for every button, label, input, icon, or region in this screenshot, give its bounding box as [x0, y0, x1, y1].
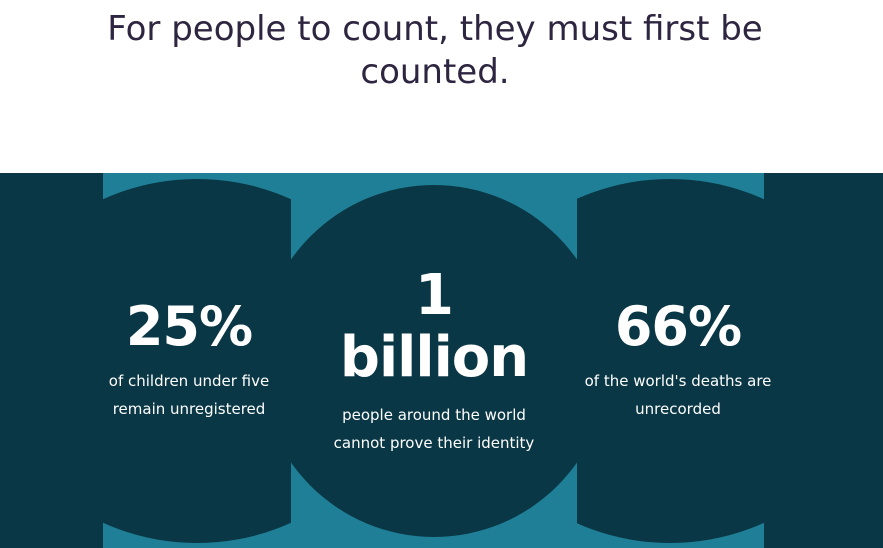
right-column-circle	[577, 179, 764, 543]
stat-deaths-unrecorded: 66% of the world's deaths are unrecorded	[570, 297, 786, 423]
stat-caption: of children under five remain unregister…	[96, 367, 282, 423]
right-column-shape	[577, 173, 764, 548]
stat-caption-line-2: cannot prove their identity	[333, 434, 535, 452]
stat-value: 66%	[614, 295, 742, 358]
page-title-line-2: counted.	[360, 52, 510, 92]
center-column-shape	[291, 173, 577, 548]
stat-caption-line-1: of the world's deaths are	[584, 372, 772, 390]
center-column-circle	[291, 185, 577, 537]
left-column-shape	[103, 173, 291, 548]
background-shapes	[103, 173, 764, 548]
stat-value-line-1: 1	[415, 263, 454, 328]
stat-people-without-identity: 1 billion people around the world cannot…	[313, 265, 555, 457]
stat-children-unregistered: 25% of children under five remain unregi…	[96, 297, 282, 423]
stats-band: 25% of children under five remain unregi…	[0, 173, 883, 548]
stat-caption-line-2: unrecorded	[635, 400, 721, 418]
stat-caption: of the world's deaths are unrecorded	[570, 367, 786, 423]
stat-value-line-2: billion	[339, 325, 529, 390]
stat-value: 25%	[125, 295, 253, 358]
stat-caption-line-2: remain unregistered	[112, 400, 266, 418]
left-column-circle	[103, 179, 291, 543]
stat-value: 1 billion	[313, 265, 555, 389]
page-title: For people to count, they must first be …	[60, 8, 810, 94]
stat-caption-line-1: of children under five	[108, 372, 270, 390]
stat-caption-line-1: people around the world	[342, 406, 526, 424]
stat-caption: people around the world cannot prove the…	[313, 401, 555, 457]
page-title-line-1: For people to count, they must first be	[107, 9, 763, 49]
